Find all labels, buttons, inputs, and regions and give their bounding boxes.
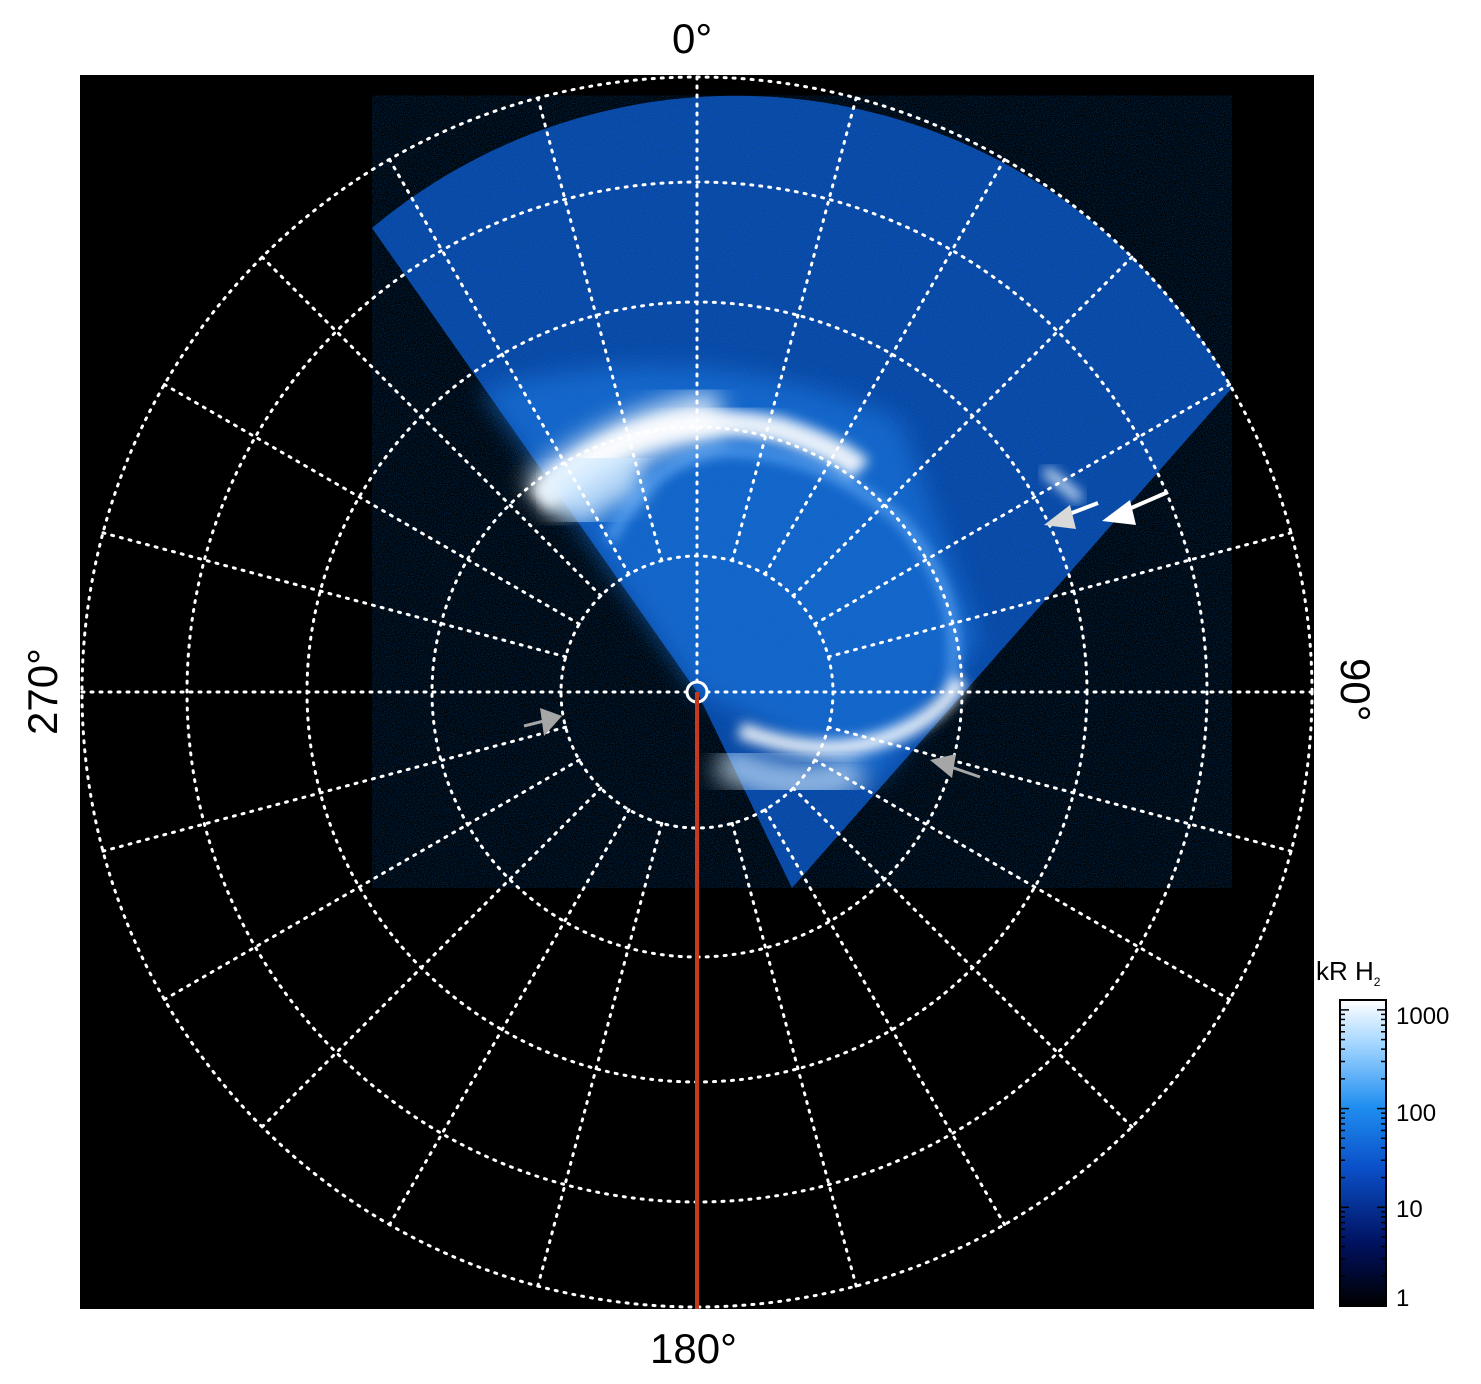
grid-spoke	[791, 786, 1134, 1129]
arrow-markers	[523, 490, 1169, 779]
colorbar-tick-label: 10	[1396, 1196, 1423, 1223]
grid-spoke	[101, 725, 568, 853]
colorbar-tick-label: 1000	[1396, 1003, 1450, 1030]
grid-spoke	[536, 96, 664, 563]
colorbar-tick-label: 100	[1396, 1100, 1437, 1127]
grid-spoke	[260, 786, 603, 1129]
white-arrow-left	[1044, 501, 1099, 529]
grid-spoke	[162, 758, 581, 1001]
grid-spoke	[101, 531, 568, 659]
grid-spoke	[730, 821, 858, 1288]
colorbar-title: kR H2	[1316, 956, 1381, 990]
grid-spoke	[388, 157, 631, 576]
grid-spoke	[826, 725, 1293, 853]
white-arrow-right	[1102, 490, 1169, 525]
direction-label-left: 270°	[19, 648, 66, 735]
grid-spoke	[826, 531, 1293, 659]
colorbar	[1339, 999, 1387, 1307]
grid-spoke	[536, 821, 664, 1288]
colorbar-tick-label: 1	[1396, 1285, 1410, 1312]
grid-spoke	[791, 255, 1134, 598]
gray-arrow-lower	[930, 754, 981, 779]
grid-spoke	[730, 96, 858, 563]
grid-spoke	[763, 157, 1006, 576]
grid-spoke	[162, 383, 581, 626]
auroral-oval	[523, 390, 1084, 801]
grid-spoke	[388, 808, 631, 1227]
direction-label-right: 90°	[1332, 658, 1379, 722]
grid-spoke	[813, 758, 1232, 1001]
direction-label-bottom: 180°	[650, 1325, 737, 1372]
grid-spoke	[813, 383, 1232, 626]
gray-arrow-left	[523, 708, 562, 736]
direction-label-top: 0°	[672, 15, 713, 62]
grid-spoke	[260, 255, 603, 598]
grid-spoke	[763, 808, 1006, 1227]
polar-grid	[80, 75, 1314, 1309]
